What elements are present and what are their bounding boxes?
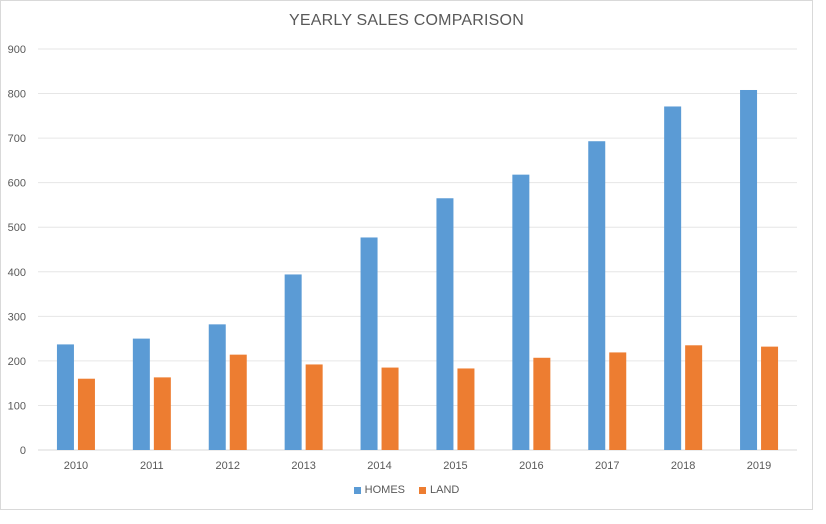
x-tick-label-2017: 2017 <box>595 460 619 472</box>
x-tick-label-2016: 2016 <box>519 460 543 472</box>
y-tick-label-500: 500 <box>8 222 26 234</box>
y-tick-label-800: 800 <box>8 89 26 101</box>
chart-title: YEARLY SALES COMPARISON <box>289 12 524 29</box>
bar-land-2012 <box>229 354 247 450</box>
y-tick-label-400: 400 <box>8 267 26 279</box>
bar-land-2015 <box>457 368 475 450</box>
legend-item-land: LAND <box>419 484 459 496</box>
bar-homes-2015 <box>436 198 454 450</box>
y-tick-label-0: 0 <box>20 445 26 457</box>
y-tick-label-900: 900 <box>8 44 26 56</box>
x-tick-label-2018: 2018 <box>671 460 695 472</box>
bar-land-2019 <box>761 346 779 450</box>
legend-label-homes: HOMES <box>364 484 405 496</box>
bar-chart: 0 100 200 300 400 500 600 700 800 900 2010 2011 2012… <box>8 44 797 472</box>
y-tick-label-200: 200 <box>8 356 26 368</box>
bar-land-2014 <box>381 367 399 450</box>
x-tick-label-2013: 2013 <box>291 460 315 472</box>
bar-homes-2014 <box>360 237 378 450</box>
x-tick-label-2019: 2019 <box>747 460 771 472</box>
bar-land-2011 <box>153 377 171 450</box>
y-tick-label-300: 300 <box>8 311 26 323</box>
bar-homes-2018 <box>664 106 682 450</box>
bar-homes-2011 <box>132 338 150 450</box>
x-tick-label-2012: 2012 <box>216 460 240 472</box>
y-tick-label-700: 700 <box>8 133 26 145</box>
x-tick-label-2014: 2014 <box>367 460 391 472</box>
x-tick-label-2015: 2015 <box>443 460 467 472</box>
bar-land-2010 <box>77 378 95 450</box>
legend-swatch-land <box>419 486 426 494</box>
bar-land-2018 <box>685 345 703 450</box>
bar-homes-2017 <box>588 141 606 451</box>
bar-homes-2010 <box>56 344 74 450</box>
x-tick-label-2011: 2011 <box>140 460 164 472</box>
bar-homes-2013 <box>284 274 302 450</box>
bar-land-2013 <box>305 364 323 450</box>
bar-homes-2012 <box>208 324 226 450</box>
bar-land-2017 <box>609 352 627 450</box>
bar-homes-2016 <box>512 174 530 450</box>
legend-item-homes: HOMES <box>353 484 405 496</box>
y-tick-label-100: 100 <box>8 400 26 412</box>
y-tick-label-600: 600 <box>8 178 26 190</box>
legend-label-land: LAND <box>430 484 460 496</box>
x-tick-label-2010: 2010 <box>64 460 88 472</box>
bar-homes-2019 <box>740 89 758 450</box>
bar-land-2016 <box>533 357 551 450</box>
legend: HOMES LAND <box>0 484 813 496</box>
legend-swatch-homes <box>353 486 361 494</box>
